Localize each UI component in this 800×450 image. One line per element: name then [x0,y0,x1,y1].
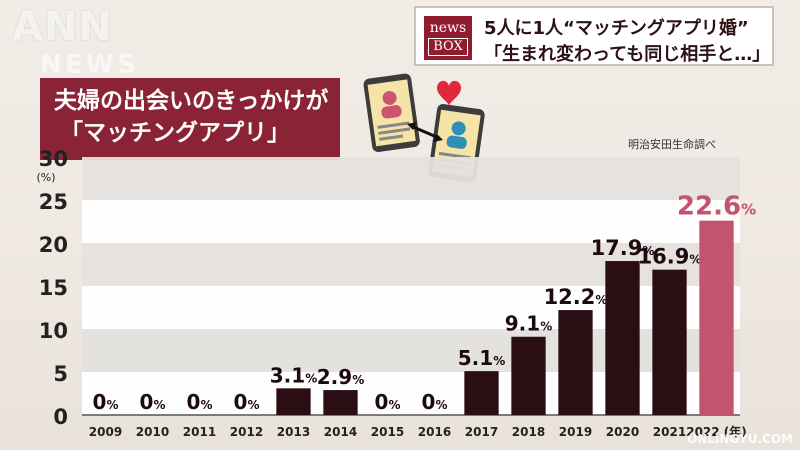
bar [699,220,734,415]
data-label-value: 17.9 [591,236,643,260]
x-tick-label: 2010 [136,425,169,439]
x-tick-label: 2018 [512,425,545,439]
data-label: 22.6% [677,192,756,222]
data-label: 12.2% [544,285,608,309]
data-label-unit: % [642,244,654,258]
data-label-value: 9.1 [505,312,540,336]
data-source-note: 明治安田生命調べ [628,138,716,151]
x-tick-label: 2015 [371,425,404,439]
data-label: 0% [375,390,401,414]
data-label-unit: % [435,398,447,412]
data-label-value: 3.1 [270,363,305,387]
data-label: 0% [140,390,166,414]
x-tick-label: 2009 [89,425,122,439]
x-tick-label: 2014 [324,425,357,439]
x-tick-label: 2021 [653,425,686,439]
data-label: 0% [93,390,119,414]
data-label-unit: % [305,371,317,385]
data-label: 0% [234,390,260,414]
y-axis-unit: (%) [36,171,55,184]
data-label-unit: % [493,354,505,368]
data-label-value: 0 [422,390,436,414]
grid-band [82,372,740,415]
data-label-unit: % [153,398,165,412]
footer-watermark: ONLINGYU.COM [687,432,793,446]
chart-title-line-1: 夫婦の出会いのきっかけが [54,88,329,114]
x-tick-label: 2012 [230,425,263,439]
heart-icon [437,80,461,106]
data-label-unit: % [106,398,118,412]
data-label-value: 22.6 [677,192,741,222]
data-label-unit: % [352,373,364,387]
data-label-value: 2.9 [317,365,352,389]
data-label-value: 0 [140,390,154,414]
data-label-value: 0 [93,390,107,414]
bar [511,336,546,415]
data-label: 16.9% [638,245,702,269]
data-label-unit: % [689,253,701,267]
y-tick-label: 30 [39,147,68,171]
bar [276,388,311,415]
data-label: 2.9% [317,365,364,389]
data-label: 3.1% [270,363,317,387]
news-watermark: NEWS [40,50,139,80]
headline-line-2: 「生まれ変わっても同じ相手と…」 [484,44,771,65]
chart-title-line-2: 「マッチングアプリ」 [60,120,290,146]
logo-news-text: news [429,20,467,36]
grid-band [82,286,740,329]
data-label: 0% [422,390,448,414]
bar [323,390,358,415]
bar [558,310,593,415]
x-tick-label: 2017 [465,425,498,439]
phone-left-icon [363,73,420,153]
grid-band [82,329,740,372]
data-label-unit: % [595,293,607,307]
data-label: 0% [187,390,213,414]
data-label-unit: % [247,398,259,412]
grid-band [82,200,740,243]
data-label: 9.1% [505,312,552,336]
x-tick-label: 2020 [606,425,639,439]
logo-box-text: BOX [428,38,468,56]
bar [652,269,687,415]
bar [464,371,499,415]
x-tick-label: 2011 [183,425,216,439]
x-tick-label: 2022 (年) [686,424,747,439]
ann-watermark: ANN [12,4,113,50]
y-tick-label: 15 [39,276,68,300]
data-label-value: 5.1 [458,346,493,370]
grid-band [82,157,740,200]
data-label-value: 0 [375,390,389,414]
data-label-unit: % [200,398,212,412]
y-tick-label: 20 [39,233,68,257]
data-label-unit: % [388,398,400,412]
y-tick-label: 25 [39,190,68,214]
bar [605,261,640,415]
data-label-value: 16.9 [638,245,690,269]
data-label: 5.1% [458,346,505,370]
news-headline-box: news BOX 5人に1人“マッチングアプリ婚” 「生まれ変わっても同じ相手と… [414,6,774,66]
y-tick-label: 5 [53,362,68,386]
data-label-value: 0 [187,390,201,414]
news-box-logo: news BOX [424,16,472,60]
headline-line-1: 5人に1人“マッチングアプリ婚” [484,18,749,39]
y-tick-label: 10 [39,319,68,343]
chart-title-panel: 夫婦の出会いのきっかけが 「マッチングアプリ」 [40,78,340,160]
data-label-value: 12.2 [544,285,596,309]
data-label: 17.9% [591,236,655,260]
data-label-unit: % [741,201,756,219]
x-tick-label: 2016 [418,425,451,439]
data-label-value: 0 [234,390,248,414]
y-tick-label: 0 [53,405,68,429]
x-tick-label: 2019 [559,425,592,439]
x-tick-label: 2013 [277,425,310,439]
data-label-unit: % [540,320,552,334]
double-arrow-icon [410,124,440,140]
